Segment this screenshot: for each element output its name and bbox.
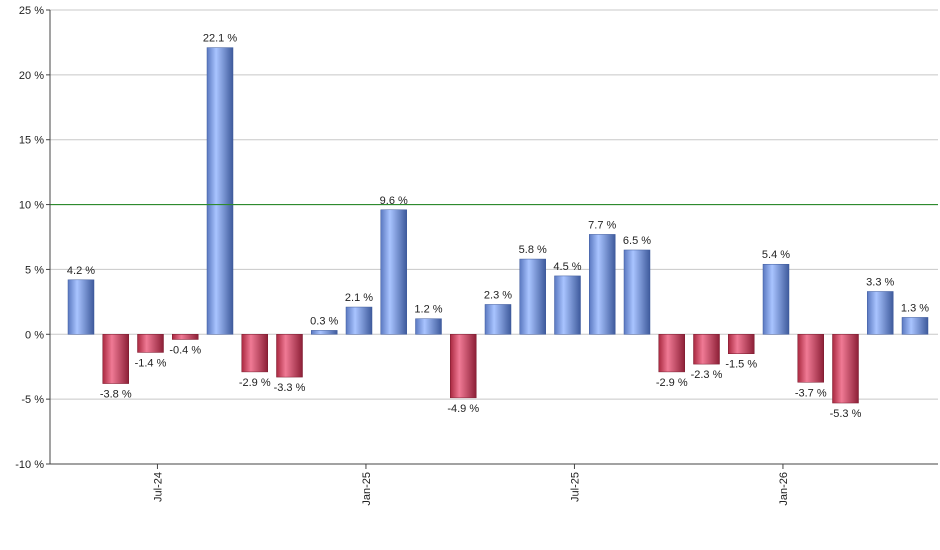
data-labels: 4.2 %-3.8 %-1.4 %-0.4 %22.1 %-2.9 % -3.3 … (67, 33, 929, 420)
data-label: -2.3 % (691, 369, 723, 381)
y-tick-label: 0 % (25, 329, 44, 341)
data-label: -2.9 % (239, 377, 271, 389)
bar (67, 279, 95, 335)
bar (311, 330, 338, 335)
data-label: -1.5 % (725, 359, 757, 371)
y-tick-label: 10 % (19, 200, 44, 212)
data-label: 4.5 % (553, 261, 581, 273)
data-label: -1.4 % (135, 357, 167, 369)
bar (450, 334, 477, 399)
bar (728, 334, 755, 354)
bar (797, 334, 824, 383)
data-label: 1.2 % (414, 304, 442, 316)
data-label: -5.3 % (830, 408, 862, 420)
x-axis-ticks: Jul-24 Jan-25 Jul-25 Jan-26 (152, 464, 790, 506)
x-tick-label: Jul-24 (152, 472, 164, 502)
bar (762, 263, 790, 335)
data-label: 5.4 % (762, 249, 790, 261)
data-label: -4.9 % (447, 403, 479, 415)
y-tick-label: 20 % (19, 70, 44, 82)
y-tick-label: 15 % (19, 135, 44, 147)
y-axis-ticks: -10 % -5 % 0 % 5 % 10 % 15 % 20 % 25 % (15, 5, 50, 471)
bar (206, 47, 234, 335)
bar (832, 334, 859, 404)
x-tick-label: Jan-25 (361, 472, 373, 506)
data-label: 0.3 % (310, 315, 338, 327)
data-label: -2.9 % (656, 377, 688, 389)
x-tick-label: Jul-25 (569, 472, 581, 502)
bar (867, 291, 894, 335)
y-tick-label: -10 % (15, 459, 44, 471)
data-label: 9.6 % (380, 195, 408, 207)
y-tick-label: 5 % (25, 264, 44, 276)
data-label: 2.3 % (484, 289, 512, 301)
bar (623, 249, 651, 335)
data-label: 2.1 % (345, 292, 373, 304)
bar (380, 209, 407, 335)
data-label: 6.5 % (623, 235, 651, 247)
data-label: -3.3 % (274, 382, 306, 394)
bar (901, 317, 929, 335)
bar (241, 334, 268, 373)
bar (172, 334, 199, 340)
bar (137, 334, 164, 353)
data-label: 4.2 % (67, 265, 95, 277)
data-label: 1.3 % (901, 302, 929, 314)
bar (345, 306, 373, 335)
bar (415, 318, 442, 335)
bar (484, 304, 512, 335)
data-label: 3.3 % (866, 276, 894, 288)
data-label: -0.4 % (169, 344, 201, 356)
bar (658, 334, 685, 373)
y-tick-label: 25 % (19, 5, 44, 17)
bar (276, 334, 303, 378)
data-label: 7.7 % (588, 219, 616, 231)
x-tick-label: Jan-26 (778, 472, 790, 506)
data-label: 5.8 % (519, 244, 547, 256)
bar (693, 334, 720, 365)
axes (49, 10, 938, 465)
bar (589, 234, 616, 335)
bar (519, 258, 546, 335)
data-label: 22.1 % (203, 33, 237, 45)
data-label: -3.8 % (100, 389, 132, 401)
bar (554, 275, 581, 335)
bars (67, 47, 929, 404)
y-tick-label: -5 % (21, 394, 44, 406)
bar (102, 334, 129, 384)
data-label: -3.7 % (795, 387, 827, 399)
